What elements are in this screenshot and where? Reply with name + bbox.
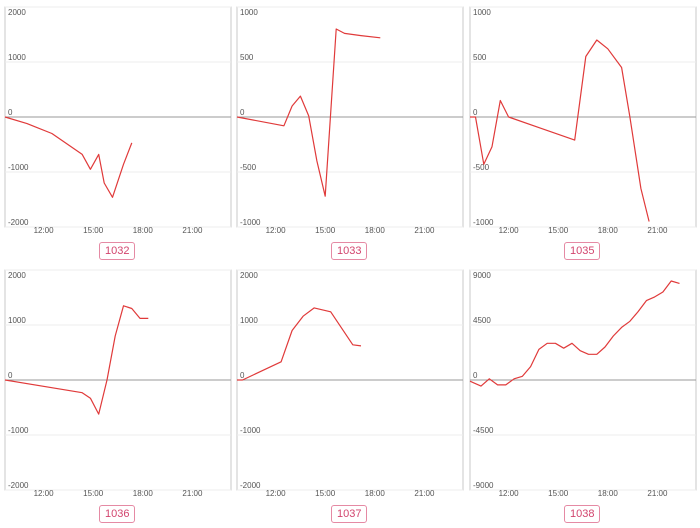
y-tick-label: -1000: [8, 163, 29, 172]
y-tick-label: 0: [240, 371, 245, 380]
line-chart-1032: 2000 1000 0 -1000 -2000 12:00 15:00 18:00 21:00: [4, 6, 232, 235]
x-tick-label: 15:00: [315, 489, 336, 498]
y-tick-label: 500: [240, 53, 254, 62]
line-chart-1033: 1000 500 0 -500 -1000 12:00 15:00 18:00 21:00: [236, 6, 464, 235]
x-tick-label: 12:00: [266, 226, 287, 235]
y-tick-label: 500: [473, 53, 487, 62]
y-tick-label: 9000: [473, 271, 491, 280]
x-tick-label: 12:00: [34, 489, 55, 498]
chart-panel-1032: 2000 1000 0 -1000 -2000 12:00 15:00 18:00 21:00 1…: [4, 3, 232, 260]
y-tick-label: 1000: [240, 316, 258, 325]
line-chart-1038: 9000 4500 0 -4500 -9000 12:00 15:00 18:00 21:00: [469, 269, 697, 498]
x-tick-label: 21:00: [647, 226, 668, 235]
chart-label-badge[interactable]: 1036: [99, 505, 136, 523]
y-tick-label: 1000: [240, 8, 258, 17]
y-tick-label: -2000: [8, 481, 29, 490]
chart-panel-1038: 9000 4500 0 -4500 -9000 12:00 15:00 18:00 21:00 1…: [469, 266, 697, 523]
series-line-1036: [4, 305, 149, 415]
x-tick-label: 18:00: [598, 489, 619, 498]
x-tick-label: 15:00: [548, 226, 569, 235]
x-tick-label: 15:00: [83, 489, 104, 498]
chart-label-badge[interactable]: 1033: [331, 242, 368, 260]
x-tick-label: 12:00: [499, 489, 520, 498]
x-tick-label: 18:00: [598, 226, 619, 235]
chart-label-badge[interactable]: 1037: [331, 505, 368, 523]
y-tick-label: 2000: [240, 271, 258, 280]
y-tick-label: 2000: [8, 8, 26, 17]
chart-panel-1037: 2000 1000 0 -1000 -2000 12:00 15:00 18:00 21:00 1…: [236, 266, 464, 523]
x-tick-label: 21:00: [182, 489, 203, 498]
x-tick-label: 21:00: [182, 226, 203, 235]
series-line-1035: [470, 39, 650, 222]
y-tick-label: 0: [8, 371, 13, 380]
chart-panel-1033: 1000 500 0 -500 -1000 12:00 15:00 18:00 21:00 103…: [236, 3, 464, 260]
chart-label-badge[interactable]: 1032: [99, 242, 136, 260]
y-tick-label: 0: [473, 108, 478, 117]
series-line-1037: [237, 307, 362, 381]
y-tick-label: 2000: [8, 271, 26, 280]
x-tick-label: 21:00: [414, 226, 435, 235]
y-tick-label: -1000: [473, 218, 494, 227]
y-tick-label: -1000: [240, 426, 261, 435]
series-line-1038: [469, 280, 680, 387]
y-tick-label: -9000: [473, 481, 494, 490]
line-chart-1036: 2000 1000 0 -1000 -2000 12:00 15:00 18:00 21:00: [4, 269, 232, 498]
y-tick-label: 0: [240, 108, 245, 117]
y-tick-label: 0: [8, 108, 13, 117]
chart-panel-1035: 1000 500 0 -500 -1000 12:00 15:00 18:00 21:00 103…: [469, 3, 697, 260]
y-tick-label: -1000: [240, 218, 261, 227]
series-line-1032: [4, 116, 133, 198]
x-tick-label: 15:00: [83, 226, 104, 235]
x-tick-label: 15:00: [548, 489, 569, 498]
x-tick-label: 18:00: [133, 489, 154, 498]
series-line-1033: [236, 28, 381, 197]
y-tick-label: 1000: [8, 53, 26, 62]
chart-panel-1036: 2000 1000 0 -1000 -2000 12:00 15:00 18:00 21:00 1…: [4, 266, 232, 523]
y-tick-label: 4500: [473, 316, 491, 325]
chart-label-badge[interactable]: 1038: [564, 505, 601, 523]
x-tick-label: 21:00: [414, 489, 435, 498]
line-chart-1035: 1000 500 0 -500 -1000 12:00 15:00 18:00 21:00: [469, 6, 697, 235]
y-tick-label: 1000: [8, 316, 26, 325]
x-tick-label: 18:00: [133, 226, 154, 235]
y-tick-label: -2000: [240, 481, 261, 490]
y-tick-label: -4500: [473, 426, 494, 435]
y-tick-label: 1000: [473, 8, 491, 17]
x-tick-label: 21:00: [647, 489, 668, 498]
x-tick-label: 18:00: [365, 489, 386, 498]
y-tick-label: -500: [240, 163, 257, 172]
x-tick-label: 18:00: [365, 226, 386, 235]
y-tick-label: -1000: [8, 426, 29, 435]
x-tick-label: 12:00: [499, 226, 520, 235]
line-chart-1037: 2000 1000 0 -1000 -2000 12:00 15:00 18:00 21:00: [236, 269, 464, 498]
chart-label-badge[interactable]: 1035: [564, 242, 601, 260]
x-tick-label: 12:00: [34, 226, 55, 235]
x-tick-label: 12:00: [266, 489, 287, 498]
y-tick-label: -500: [473, 163, 490, 172]
x-tick-label: 15:00: [315, 226, 336, 235]
y-tick-label: -2000: [8, 218, 29, 227]
y-tick-label: 0: [473, 371, 478, 380]
